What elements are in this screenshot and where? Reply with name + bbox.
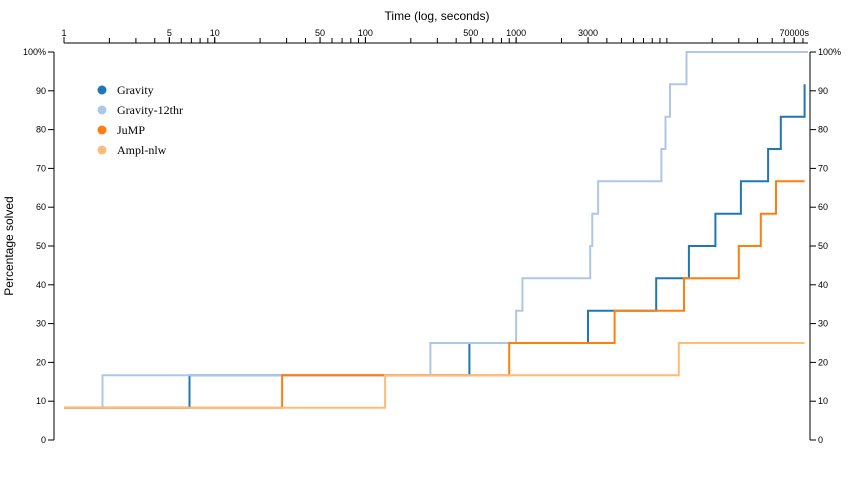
y-tick-label-right: 70: [818, 163, 828, 173]
legend-marker-gravity: [97, 85, 107, 95]
y-tick-label-right: 10: [818, 396, 828, 406]
series-line-ampl-nlw: [64, 342, 805, 409]
y-tick-label-left: 10: [36, 396, 46, 406]
legend-marker-ampl-nlw: [97, 145, 107, 155]
x-tick-label: 70000s: [779, 28, 809, 38]
x-tick-label: 500: [463, 28, 478, 38]
legend-label-ampl-nlw: Ampl-nlw: [117, 143, 167, 157]
y-tick-label-right: 90: [818, 86, 828, 96]
series-line-gravity: [64, 84, 806, 409]
x-tick-label: 100: [358, 28, 373, 38]
y-tick-label-left: 0: [41, 435, 46, 445]
y-tick-label-left: 30: [36, 319, 46, 329]
y-tick-label-right: 50: [818, 241, 828, 251]
y-tick-label-right: 60: [818, 202, 828, 212]
y-tick-label-left: 50: [36, 241, 46, 251]
y-tick-label-right: 20: [818, 357, 828, 367]
y-tick-label-right: 30: [818, 319, 828, 329]
y-tick-label-right: 40: [818, 280, 828, 290]
legend-label-jump: JuMP: [117, 123, 145, 137]
y-tick-label-right: 100%: [818, 47, 841, 57]
series-line-jump: [64, 180, 805, 409]
legend-label-gravity-12thr: Gravity-12thr: [117, 103, 183, 117]
legend: Gravity Gravity-12thr JuMP Ampl-nlw: [97, 83, 183, 157]
x-tick-label: 5: [167, 28, 172, 38]
x-tick-label: 50: [315, 28, 325, 38]
y-tick-label-left: 80: [36, 125, 46, 135]
y-tick-label-left: 90: [36, 86, 46, 96]
y-tick-label-left: 70: [36, 163, 46, 173]
series-layer: [64, 51, 808, 409]
series-line-gravity-12thr: [64, 51, 808, 409]
y-axis-title: Percentage solved: [2, 196, 16, 295]
y-tick-label-left: 100%: [23, 47, 46, 57]
x-axis-title: Time (log, seconds): [385, 9, 490, 23]
y-tick-label-left: 60: [36, 202, 46, 212]
legend-label-gravity: Gravity: [117, 83, 154, 97]
legend-marker-gravity-12thr: [97, 105, 107, 115]
x-tick-label: 3000: [578, 28, 598, 38]
y-tick-label-left: 40: [36, 280, 46, 290]
x-tick-label: 10: [210, 28, 220, 38]
x-tick-label: 1000: [506, 28, 526, 38]
y-tick-label-left: 20: [36, 357, 46, 367]
y-tick-label-right: 0: [818, 435, 823, 445]
x-tick-label: 1: [61, 28, 66, 38]
y-tick-label-right: 80: [818, 125, 828, 135]
legend-marker-jump: [97, 125, 107, 135]
axes: 1 5 10 50 100 500 1000 3000 70000s 0 0 10 10 20 20 30 30…: [23, 28, 841, 445]
